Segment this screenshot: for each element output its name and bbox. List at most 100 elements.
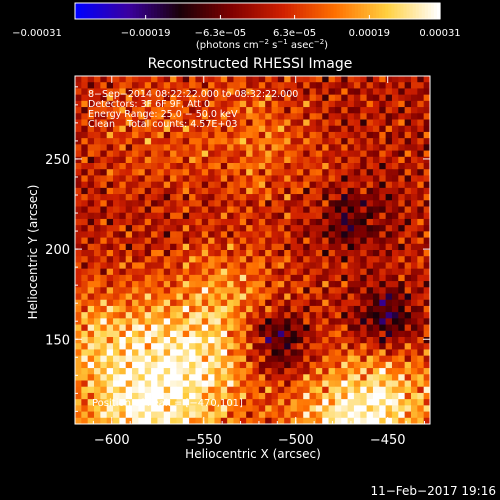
heatmap-cell <box>290 355 298 363</box>
heatmap-cell <box>75 225 82 232</box>
heatmap-cell <box>423 386 431 394</box>
heatmap-cell <box>265 417 272 425</box>
heatmap-cell <box>157 113 165 120</box>
colorbar-cell <box>224 3 228 19</box>
heatmap-cell <box>125 368 133 375</box>
heatmap-cell <box>125 281 133 288</box>
heatmap-cell <box>138 355 146 363</box>
heatmap-cell <box>182 281 190 288</box>
heatmap-cell <box>195 125 203 133</box>
colorbar-cell <box>102 3 107 19</box>
heatmap-cell <box>309 330 317 338</box>
heatmap-cell <box>113 330 120 338</box>
heatmap-cell <box>151 274 158 282</box>
heatmap-cell <box>214 82 222 89</box>
colorbar-cell <box>303 3 307 19</box>
heatmap-cell <box>151 386 158 394</box>
heatmap-cell <box>227 94 234 102</box>
heatmap-cell <box>366 212 374 220</box>
heatmap-cell <box>195 144 203 151</box>
colorbar-cell <box>330 3 335 19</box>
heatmap-cell <box>182 125 190 133</box>
heatmap-cell <box>106 355 114 363</box>
heatmap-cell <box>277 324 285 332</box>
heatmap-cell <box>151 281 158 288</box>
heatmap-cell <box>372 225 380 232</box>
heatmap-cell <box>360 206 368 214</box>
heatmap-cell <box>271 411 279 419</box>
heatmap-cell <box>220 256 228 263</box>
heatmap-cell <box>220 262 228 270</box>
heatmap-cell <box>157 405 165 412</box>
heatmap-cell <box>75 405 82 412</box>
heatmap-cell <box>271 380 279 388</box>
heatmap-cell <box>360 330 368 338</box>
heatmap-cell <box>309 181 317 189</box>
heatmap-cell <box>157 150 165 158</box>
heatmap-cell <box>360 237 368 245</box>
heatmap-cell <box>220 100 228 108</box>
heatmap-cell <box>201 374 209 381</box>
heatmap-cell <box>94 200 101 207</box>
heatmap-cell <box>296 100 304 108</box>
heatmap-cell <box>277 194 285 201</box>
heatmap-cell <box>214 144 222 151</box>
heatmap-cell <box>227 138 234 145</box>
heatmap-cell <box>391 256 399 263</box>
heatmap-cell <box>372 293 380 301</box>
heatmap-cell <box>246 138 253 145</box>
heatmap-cell <box>303 82 310 89</box>
heatmap-cell <box>87 343 95 350</box>
heatmap-cell <box>233 150 241 158</box>
colorbar-cell <box>269 3 274 19</box>
heatmap-cell <box>201 268 209 276</box>
heatmap-cell <box>322 237 329 245</box>
heatmap-cell <box>75 349 82 357</box>
heatmap-cell <box>423 343 431 350</box>
heatmap-cell <box>163 330 171 338</box>
heatmap-cell <box>125 361 133 369</box>
heatmap-cell <box>423 411 431 419</box>
heatmap-cell <box>410 175 418 183</box>
heatmap-cell <box>379 187 387 195</box>
heatmap-cell <box>410 343 418 350</box>
heatmap-cell <box>81 88 89 96</box>
heatmap-cell <box>176 337 184 344</box>
heatmap-cell <box>170 349 177 357</box>
heatmap-cell <box>208 218 215 226</box>
heatmap-cell <box>391 237 399 245</box>
heatmap-cell <box>201 76 209 83</box>
heatmap-cell <box>423 262 431 270</box>
heatmap-cell <box>284 386 291 394</box>
heatmap-cell <box>315 268 323 276</box>
heatmap-cell <box>284 250 291 257</box>
heatmap-cell <box>290 312 298 319</box>
heatmap-cell <box>372 163 380 170</box>
heatmap-cell <box>87 175 95 183</box>
heatmap-cell <box>227 274 234 282</box>
heatmap-cell <box>113 144 120 151</box>
heatmap-cell <box>233 417 241 425</box>
heatmap-cell <box>353 318 361 325</box>
heatmap-cell <box>170 181 177 189</box>
heatmap-cell <box>81 163 89 170</box>
heatmap-cell <box>182 212 190 220</box>
heatmap-cell <box>372 94 380 102</box>
heatmap-cell <box>220 324 228 332</box>
heatmap-cell <box>360 181 368 189</box>
colorbar-cell <box>175 3 180 19</box>
heatmap-cell <box>208 343 215 350</box>
heatmap-cell <box>258 312 266 319</box>
heatmap-cell <box>410 231 418 238</box>
heatmap-cell <box>220 405 228 412</box>
heatmap-cell <box>87 100 95 108</box>
heatmap-cell <box>106 374 114 381</box>
heatmap-cell <box>227 88 234 96</box>
heatmap-cell <box>132 100 139 108</box>
heatmap-cell <box>201 163 209 170</box>
heatmap-cell <box>100 361 108 369</box>
heatmap-cell <box>233 380 241 388</box>
heatmap-cell <box>284 399 291 406</box>
heatmap-cell <box>87 368 95 375</box>
heatmap-cell <box>284 243 291 251</box>
